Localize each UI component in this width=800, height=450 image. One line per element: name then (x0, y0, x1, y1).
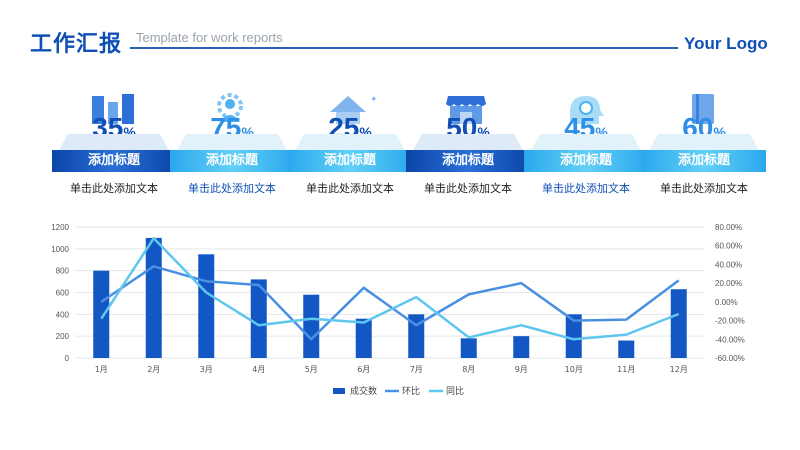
y-right-tick-label: 0.00% (715, 298, 738, 307)
card-platform (412, 134, 524, 152)
notebook-icon (692, 94, 714, 124)
bar (355, 318, 372, 358)
bar-series (93, 237, 687, 358)
stat-card-1: 35% 添加标题 单击此处添加文本 (52, 92, 176, 202)
bar (145, 237, 162, 358)
x-tick-label: 9月 (515, 365, 528, 374)
legend-swatch (333, 388, 345, 394)
line-series (100, 236, 680, 341)
bar (93, 270, 110, 358)
bar (618, 340, 635, 358)
logo: Your Logo (684, 34, 768, 53)
card-title: 添加标题 (170, 150, 294, 172)
y-left-tick-label: 1000 (51, 245, 69, 254)
y-left-tick-label: 400 (56, 310, 70, 319)
card-description: 单击此处添加文本 (542, 182, 630, 195)
bar (408, 314, 425, 358)
card-description: 单击此处添加文本 (188, 182, 276, 195)
stat-card-6: 60% 添加标题 单击此处添加文本 (642, 92, 766, 202)
house-icon: ✦ (330, 95, 378, 124)
bar (198, 254, 215, 358)
x-tick-label: 5月 (305, 365, 318, 374)
x-tick-label: 10月 (565, 365, 583, 374)
x-tick-label: 1月 (95, 365, 108, 374)
storefront-icon (446, 96, 486, 124)
page-subtitle: Template for work reports (136, 30, 283, 45)
combo-chart: 0 200 400 600 800 1000 1200 -60.00% -40.00% -20.… (51, 223, 745, 397)
x-tick-label: 6月 (357, 365, 370, 374)
x-tick-label: 8月 (462, 365, 475, 374)
user-gear-icon (217, 93, 243, 122)
y-right-tick-label: 80.00% (715, 223, 742, 232)
idea-head-icon (570, 96, 604, 124)
city-buildings-icon (92, 94, 134, 124)
header: 工作汇报 Template for work reports Your Logo (0, 0, 800, 60)
x-tick-label: 11月 (617, 365, 635, 374)
card-platform (530, 134, 642, 152)
right-axis-ticks: -60.00% -40.00% -20.00% 0.00% 20.00% 40.00% 60… (715, 223, 745, 363)
x-tick-label: 12月 (670, 365, 688, 374)
stat-card-4: 50% 添加标题 单击此处添加文本 (406, 92, 530, 202)
y-right-tick-label: -20.00% (715, 317, 745, 326)
series-line (100, 265, 680, 341)
y-right-tick-label: 20.00% (715, 279, 742, 288)
bar (250, 279, 267, 358)
y-right-tick-label: 60.00% (715, 242, 742, 251)
card-description: 单击此处添加文本 (306, 182, 394, 195)
header-divider (130, 47, 678, 49)
chart-grid (75, 226, 705, 359)
y-left-tick-label: 0 (65, 354, 70, 363)
y-left-tick-label: 1200 (51, 223, 69, 232)
y-left-tick-label: 600 (56, 289, 70, 298)
card-platform (58, 134, 170, 152)
card-title: 添加标题 (288, 150, 412, 172)
left-axis-ticks: 0 200 400 600 800 1000 1200 (51, 223, 69, 363)
card-description: 单击此处添加文本 (70, 182, 158, 195)
card-platform (176, 134, 288, 152)
stat-card-3: ✦ 25% 添加标题 单击此处添加文本 (288, 92, 412, 202)
stat-card-5: 45% 添加标题 单击此处添加文本 (524, 92, 648, 202)
chart-legend: 成交数 环比 同比 (333, 385, 464, 397)
legend-label: 成交数 (350, 385, 377, 397)
x-tick-label: 2月 (147, 365, 160, 374)
y-left-tick-label: 800 (56, 267, 70, 276)
bar (303, 294, 320, 358)
y-left-tick-label: 200 (56, 332, 70, 341)
page-title: 工作汇报 (30, 32, 123, 57)
card-title: 添加标题 (524, 150, 648, 172)
card-description: 单击此处添加文本 (660, 182, 748, 195)
card-title: 添加标题 (406, 150, 530, 172)
bar (670, 289, 687, 358)
y-right-tick-label: -60.00% (715, 354, 745, 363)
x-tick-label: 7月 (410, 365, 423, 374)
y-right-tick-label: -40.00% (715, 335, 745, 344)
legend-label: 环比 (402, 385, 420, 397)
card-title: 添加标题 (642, 150, 766, 172)
bar (513, 336, 530, 358)
card-platform (648, 134, 760, 152)
series-line (100, 236, 680, 341)
x-tick-label: 4月 (252, 365, 265, 374)
card-platform (294, 134, 406, 152)
x-tick-label: 3月 (200, 365, 213, 374)
legend-label: 同比 (446, 385, 464, 397)
svg-text:✦: ✦ (370, 95, 378, 105)
card-description: 单击此处添加文本 (424, 182, 512, 195)
y-right-tick-label: 40.00% (715, 260, 742, 269)
stat-card-2: 75% 添加标题 单击此处添加文本 (170, 92, 294, 202)
bar (565, 314, 582, 358)
card-title: 添加标题 (52, 150, 176, 172)
x-axis-ticks: 1月 2月 3月 4月 5月 6月 7月 8月 9月 10月 11月 12月 (95, 365, 688, 374)
bar (460, 338, 477, 358)
